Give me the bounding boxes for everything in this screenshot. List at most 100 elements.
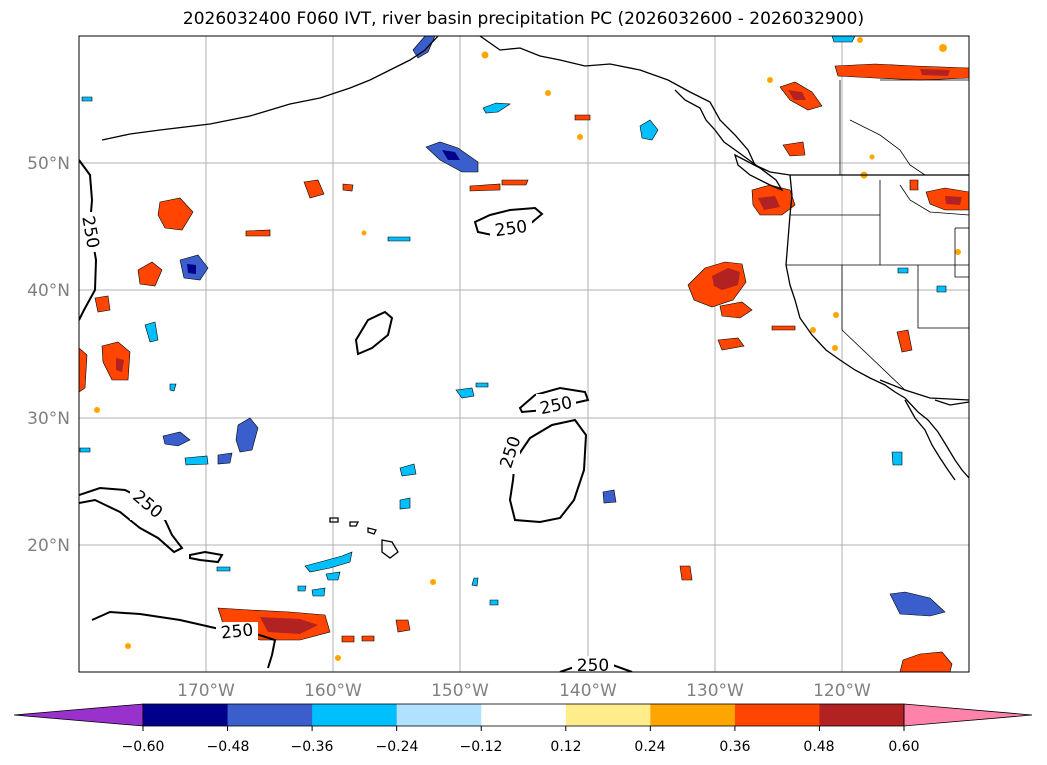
contour-label: 250 [220, 620, 254, 643]
anomaly-blob [235, 417, 259, 453]
lat-label: 40°N [27, 281, 70, 301]
anomaly-blob [920, 69, 950, 76]
anomaly-blob [361, 635, 375, 642]
ivt-contour [473, 206, 544, 237]
island-hawaii-big [381, 539, 399, 559]
colorbar-tick-label: 0.48 [803, 739, 834, 755]
anomaly-blob [719, 301, 753, 319]
lon-label: 160°W [304, 681, 362, 701]
anomaly-blob [311, 587, 326, 597]
coastline-inner-islands [674, 89, 761, 169]
anomaly-blob [679, 565, 693, 581]
lat-label: 30°N [27, 409, 70, 429]
anomaly-blob [79, 447, 91, 453]
anomaly-blob [771, 325, 796, 331]
map-frame [78, 35, 970, 673]
colorbar: −0.60 −0.48 −0.36 −0.24 −0.12 0.12 0.24 … [13, 703, 1033, 755]
anomaly-blob [116, 358, 124, 372]
anomaly-dot [545, 90, 551, 96]
colorbar-tick-label: −0.24 [376, 739, 419, 755]
ivt-contour [79, 486, 184, 554]
anomaly-dot [94, 407, 100, 413]
colorbar-bins [143, 704, 905, 726]
anomaly-blob [81, 96, 93, 102]
contour-label: 250 [77, 214, 102, 249]
gridlines [79, 36, 969, 672]
map-title: 2026032400 F060 IVT, river basin precipi… [182, 9, 865, 29]
anomaly-dot [361, 230, 367, 236]
ivt-contour [189, 550, 224, 564]
colorbar-tick-label: 0.24 [634, 739, 665, 755]
anomaly-dot [833, 312, 839, 318]
negative-anomaly-regions [79, 36, 947, 617]
coastlines [101, 36, 969, 559]
anomaly-dot [955, 249, 961, 255]
ivt-contour [508, 418, 588, 524]
map-panel [79, 36, 969, 672]
anomaly-dot [577, 134, 583, 140]
colorbar-tick-label: 0.36 [719, 739, 750, 755]
anomaly-blob [342, 183, 354, 192]
anomaly-blob [489, 599, 499, 606]
colorbar-tick-label: 0.12 [550, 739, 581, 755]
anomaly-blob [399, 463, 417, 477]
anomaly-blob [303, 179, 325, 199]
coastline-west-us [785, 174, 969, 479]
coastline-alaska-gulf [479, 36, 791, 176]
lon-label: 130°W [686, 681, 744, 701]
anomaly-blob [297, 585, 307, 592]
anomaly-blob [144, 321, 159, 343]
island-vancouver [733, 153, 784, 192]
anomaly-blob [936, 285, 947, 293]
colorbar-bin [650, 704, 736, 726]
border-us-mexico [879, 379, 969, 401]
anomaly-dot [767, 77, 773, 83]
colorbar-frame [142, 703, 905, 727]
colorbar-tick-label: 0.60 [888, 739, 919, 755]
anomaly-blob [217, 452, 233, 465]
positive-anomaly-regions [79, 63, 969, 672]
anomaly-blob [442, 150, 460, 160]
anomaly-blob [945, 196, 962, 205]
lon-label: 150°W [431, 681, 489, 701]
anomaly-dot [125, 643, 131, 649]
anomaly-blob [471, 577, 479, 587]
colorbar-bin [143, 704, 229, 726]
coastline-alaska [101, 36, 439, 141]
ivt-contour [91, 610, 277, 669]
anomaly-blob [169, 383, 177, 392]
island-hawaii-kauai [329, 517, 339, 523]
lon-label: 120°W [813, 681, 871, 701]
lon-label: 170°W [177, 681, 235, 701]
anomaly-blob [341, 635, 355, 643]
colorbar-bin [565, 704, 651, 726]
anomaly-blob [162, 431, 191, 447]
island-hawaii-maui [367, 527, 377, 535]
anomaly-blob [574, 114, 591, 121]
anomaly-blob [896, 329, 913, 353]
lon-label: 140°W [559, 681, 617, 701]
anomaly-blob [260, 617, 318, 634]
anomaly-blob [137, 261, 163, 287]
anomaly-blob [399, 497, 411, 510]
colorbar-under-arrow [13, 703, 144, 727]
ivt-contour [518, 386, 590, 414]
anomaly-dot [335, 655, 341, 661]
anomaly-blob [387, 236, 411, 242]
colorbar-bin [819, 704, 905, 726]
anomaly-dot [939, 44, 947, 52]
anomaly-blob [602, 489, 617, 504]
anomaly-blob [782, 141, 806, 157]
colorbar-ticks: −0.60 −0.48 −0.36 −0.24 −0.12 0.12 0.24 … [122, 726, 920, 755]
anomaly-blob [717, 337, 745, 351]
anomaly-dot [481, 51, 489, 59]
anomaly-blob [469, 183, 501, 192]
anomaly-blob [482, 102, 511, 114]
colorbar-bin [481, 704, 567, 726]
anomaly-blob [216, 566, 231, 572]
colorbar-tick-label: −0.60 [122, 739, 165, 755]
anomaly-blob [909, 179, 919, 191]
anomaly-dot [430, 579, 436, 585]
colorbar-bin [312, 704, 398, 726]
lon-labels: 170°W 160°W 150°W 140°W 130°W 120°W [177, 681, 871, 701]
